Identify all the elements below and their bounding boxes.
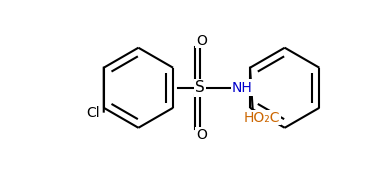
- Text: NH: NH: [232, 81, 253, 95]
- Text: S: S: [195, 80, 205, 95]
- Text: O: O: [196, 34, 207, 48]
- Text: Cl: Cl: [86, 106, 100, 120]
- Text: HO₂C: HO₂C: [244, 111, 280, 125]
- Text: O: O: [196, 128, 207, 142]
